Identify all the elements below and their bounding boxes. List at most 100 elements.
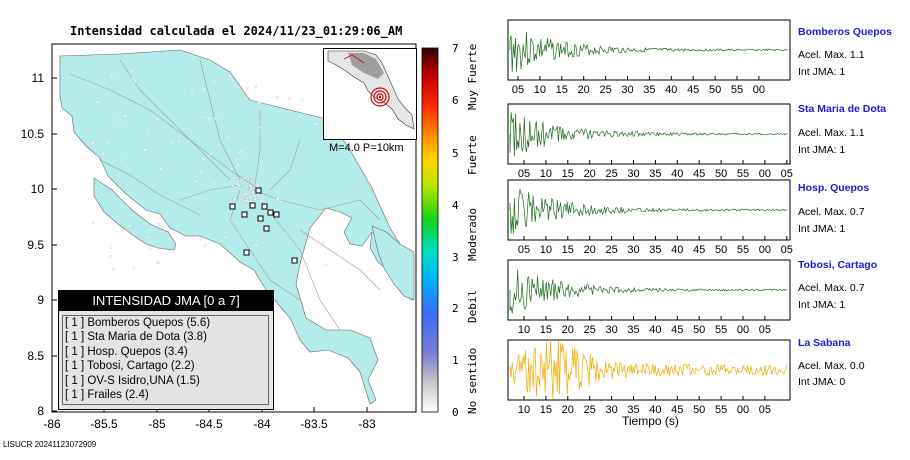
x-tick-label: -85 bbox=[148, 417, 166, 431]
panel-int: Int JMA: 1 bbox=[798, 144, 846, 156]
time-tick-label: 50 bbox=[715, 244, 727, 256]
time-axis-label: Tiempo (s) bbox=[622, 414, 679, 428]
time-tick-label: 35 bbox=[643, 84, 655, 96]
time-tick-label: 55 bbox=[737, 168, 749, 180]
land-nicoya bbox=[93, 177, 177, 251]
time-tick-label: 20 bbox=[562, 404, 574, 416]
x-tick-label: -85.5 bbox=[90, 417, 118, 431]
colorbar-number: 6 bbox=[452, 94, 459, 107]
legend-row: [ 1 ] Bomberos Quepos (5.6) bbox=[65, 317, 211, 329]
station-marker bbox=[249, 202, 256, 209]
stations bbox=[229, 187, 298, 264]
station-marker bbox=[267, 209, 274, 216]
y-tick-label: 10 bbox=[31, 182, 45, 196]
colorbar-gradient bbox=[421, 47, 439, 413]
time-tick-label: 20 bbox=[578, 84, 590, 96]
time-tick-label: 40 bbox=[671, 168, 683, 180]
panel-accel: Acel. Max. 1.1 bbox=[798, 127, 865, 139]
y-tick-label: 8 bbox=[37, 404, 44, 418]
time-tick-label: 10 bbox=[540, 168, 552, 180]
y-tick-label: 11 bbox=[32, 71, 45, 85]
time-tick-label: 35 bbox=[627, 404, 639, 416]
panel-accel: Acel. Max. 1.1 bbox=[798, 49, 865, 61]
legend-row: [ 1 ] Tobosi, Cartago (2.2) bbox=[65, 360, 195, 373]
seismogram-panel: 10 15 20 25 30 35 40 45 50 55 00 05 bbox=[507, 339, 791, 416]
time-tick-label: 50 bbox=[709, 84, 721, 96]
panel-int: Int JMA: 0 bbox=[798, 376, 846, 388]
time-tick-label: 05 bbox=[759, 324, 771, 336]
legend-row: [ 1 ] Sta Maria de Dota (3.8) bbox=[65, 331, 207, 344]
time-tick-label: 30 bbox=[627, 244, 639, 256]
time-tick-label: 25 bbox=[584, 404, 596, 416]
x-tick-label: -84 bbox=[253, 417, 271, 431]
time-tick-label: 00 bbox=[759, 168, 771, 180]
road-network bbox=[69, 59, 381, 331]
time-tick-label: 45 bbox=[671, 324, 683, 336]
time-tick-label: 05 bbox=[512, 84, 524, 96]
time-tick-label: 45 bbox=[687, 84, 699, 96]
seismogram-panel: 05 10 15 20 25 30 35 40 45 50 55 00 05 bbox=[507, 103, 793, 180]
y-tick-label: 9.5 bbox=[27, 238, 44, 252]
time-tick-label: 05 bbox=[518, 244, 530, 256]
inset-map bbox=[323, 48, 417, 140]
time-tick-label: 55 bbox=[737, 244, 749, 256]
waveform bbox=[509, 31, 788, 73]
time-tick-label: 10 bbox=[540, 244, 552, 256]
colorbar-label: Fuerte bbox=[466, 135, 479, 175]
epicenter-dot bbox=[378, 95, 382, 99]
time-tick-label: 30 bbox=[621, 84, 633, 96]
panel-station: Bomberos Quepos bbox=[798, 26, 892, 38]
station-marker bbox=[257, 215, 264, 222]
time-tick-label: 40 bbox=[671, 244, 683, 256]
epicenter-ring bbox=[376, 93, 384, 101]
time-tick-label: 55 bbox=[715, 324, 727, 336]
panel-station: Hosp. Quepos bbox=[798, 182, 870, 194]
time-tick-label: 10 bbox=[518, 324, 530, 336]
legend-row: [ 1 ] OV-S Isidro,UNA (1.5) bbox=[65, 374, 200, 387]
legend-row: [ 1 ] Hosp. Quepos (3.4) bbox=[65, 345, 188, 358]
station-marker bbox=[291, 257, 298, 264]
time-tick-label: 05 bbox=[781, 168, 793, 180]
time-tick-label: 15 bbox=[562, 168, 574, 180]
panel-accel: Acel. Max. 0.0 bbox=[798, 360, 865, 372]
time-tick-label: 50 bbox=[693, 404, 705, 416]
time-tick-label: 30 bbox=[605, 324, 617, 336]
time-tick-label: 25 bbox=[605, 168, 617, 180]
y-tick-label: 10.5 bbox=[21, 127, 45, 141]
inset-land bbox=[327, 50, 415, 130]
colorbar-number: 1 bbox=[452, 354, 459, 367]
x-tick-label: -83 bbox=[358, 417, 376, 431]
time-tick-label: 15 bbox=[540, 324, 552, 336]
intensity-legend: INTENSIDAD JMA [0 a 7] [ 1 ] Bomberos Qu… bbox=[58, 290, 274, 410]
time-tick-label: 20 bbox=[584, 168, 596, 180]
station-marker bbox=[243, 249, 250, 256]
x-tick-label: -83.5 bbox=[300, 417, 328, 431]
time-tick-label: 25 bbox=[605, 244, 617, 256]
seismogram-panel: 05 10 15 20 25 30 35 40 45 50 55 00 05 bbox=[507, 179, 793, 256]
time-tick-label: 45 bbox=[693, 168, 705, 180]
time-tick-label: 50 bbox=[693, 324, 705, 336]
land-panama bbox=[371, 225, 415, 301]
colorbar-number: 5 bbox=[452, 147, 459, 160]
epicenter-ring bbox=[373, 90, 387, 104]
time-tick-label: 00 bbox=[759, 244, 771, 256]
time-tick-label: 40 bbox=[649, 404, 661, 416]
panel-station: Sta Maria de Dota bbox=[798, 103, 887, 115]
map-title: Intensidad calculada el 2024/11/23_01:29… bbox=[70, 24, 403, 38]
legend-header: INTENSIDAD JMA [0 a 7] bbox=[59, 291, 273, 311]
waveform bbox=[509, 188, 788, 234]
colorbar-label: Muy Fuerte bbox=[466, 43, 479, 110]
colorbar-number: 4 bbox=[452, 199, 459, 212]
time-tick-label: 55 bbox=[731, 84, 743, 96]
time-tick-label: 05 bbox=[759, 404, 771, 416]
colorbar-label: No sentido bbox=[466, 347, 479, 414]
station-marker bbox=[229, 203, 236, 210]
time-tick-label: 30 bbox=[627, 168, 639, 180]
panel-accel: Acel. Max. 0.7 bbox=[798, 282, 865, 294]
time-tick-label: 15 bbox=[540, 404, 552, 416]
colorbar-number: 2 bbox=[452, 302, 459, 315]
seismogram-panels: 05 10 15 20 25 30 35 40 45 50 55 00 05 10 15 20 25 30 35 40… bbox=[507, 19, 793, 416]
time-tick-label: 20 bbox=[584, 244, 596, 256]
inset-caption: M=4.0 P=10km bbox=[329, 142, 404, 154]
time-tick-label: 35 bbox=[649, 244, 661, 256]
